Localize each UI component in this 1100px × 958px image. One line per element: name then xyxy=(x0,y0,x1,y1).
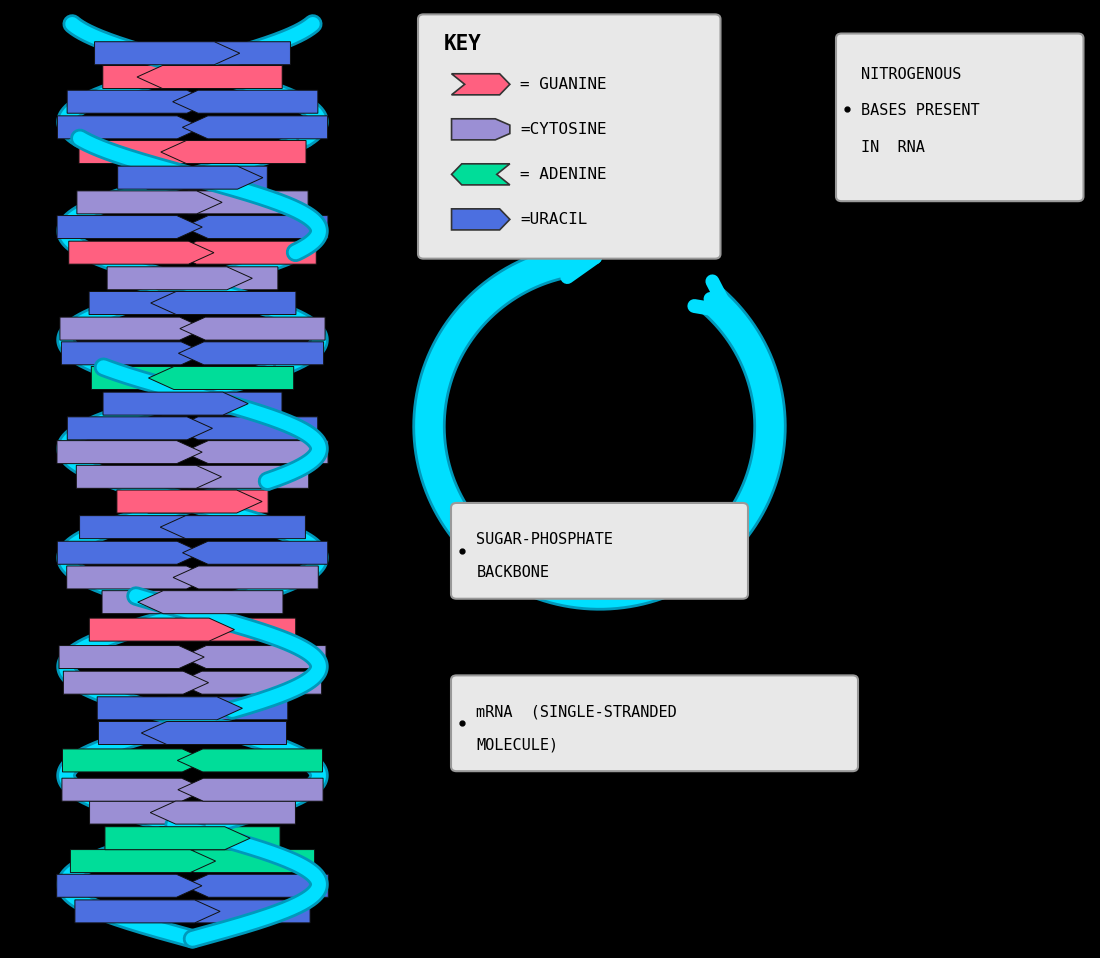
Polygon shape xyxy=(148,367,294,390)
Polygon shape xyxy=(169,850,315,873)
Polygon shape xyxy=(138,65,283,88)
Polygon shape xyxy=(178,342,323,365)
Polygon shape xyxy=(173,417,318,440)
Polygon shape xyxy=(97,696,242,719)
Polygon shape xyxy=(117,490,262,513)
Polygon shape xyxy=(67,90,212,113)
Polygon shape xyxy=(89,618,234,641)
Polygon shape xyxy=(183,116,328,139)
Polygon shape xyxy=(75,900,220,923)
Polygon shape xyxy=(180,646,326,669)
Polygon shape xyxy=(63,749,208,772)
Polygon shape xyxy=(102,65,248,88)
FancyBboxPatch shape xyxy=(451,675,858,771)
Polygon shape xyxy=(183,541,328,564)
Polygon shape xyxy=(183,441,328,464)
Polygon shape xyxy=(172,241,317,264)
Polygon shape xyxy=(165,900,310,923)
Polygon shape xyxy=(107,266,252,289)
Polygon shape xyxy=(451,74,510,95)
Text: =URACIL: =URACIL xyxy=(520,212,587,227)
Polygon shape xyxy=(67,417,212,440)
Polygon shape xyxy=(64,672,209,695)
Polygon shape xyxy=(104,827,250,850)
Polygon shape xyxy=(57,216,202,239)
FancyBboxPatch shape xyxy=(836,34,1084,201)
Polygon shape xyxy=(451,164,510,185)
Text: mRNA  (SINGLE-STRANDED: mRNA (SINGLE-STRANDED xyxy=(476,704,676,719)
Polygon shape xyxy=(451,119,510,140)
Polygon shape xyxy=(136,392,282,415)
Polygon shape xyxy=(177,749,322,772)
Polygon shape xyxy=(70,850,216,873)
Polygon shape xyxy=(183,875,328,898)
Text: NITROGENOUS: NITROGENOUS xyxy=(861,67,961,82)
Polygon shape xyxy=(176,672,321,695)
Polygon shape xyxy=(141,721,286,744)
Polygon shape xyxy=(59,646,205,669)
Polygon shape xyxy=(57,875,202,898)
Polygon shape xyxy=(138,591,283,614)
Polygon shape xyxy=(91,367,237,390)
Polygon shape xyxy=(89,291,234,314)
Polygon shape xyxy=(57,116,202,139)
Polygon shape xyxy=(118,166,263,189)
Text: = ADENINE: = ADENINE xyxy=(520,167,607,182)
Text: BASES PRESENT: BASES PRESENT xyxy=(861,103,980,119)
Polygon shape xyxy=(161,141,306,164)
Polygon shape xyxy=(67,566,212,589)
Text: BACKBONE: BACKBONE xyxy=(476,565,549,581)
Polygon shape xyxy=(183,216,328,239)
Polygon shape xyxy=(180,317,326,340)
Polygon shape xyxy=(89,801,234,824)
Polygon shape xyxy=(178,778,323,801)
Polygon shape xyxy=(163,191,308,214)
FancyBboxPatch shape xyxy=(451,503,748,599)
Polygon shape xyxy=(76,466,221,489)
Polygon shape xyxy=(79,515,224,538)
Polygon shape xyxy=(59,317,205,340)
Polygon shape xyxy=(95,42,240,65)
Polygon shape xyxy=(151,801,296,824)
Polygon shape xyxy=(135,827,280,850)
Text: MOLECULE): MOLECULE) xyxy=(476,738,559,753)
Polygon shape xyxy=(164,466,309,489)
Polygon shape xyxy=(57,441,202,464)
Polygon shape xyxy=(173,90,318,113)
Polygon shape xyxy=(77,191,222,214)
Polygon shape xyxy=(99,721,244,744)
FancyBboxPatch shape xyxy=(418,14,720,259)
Polygon shape xyxy=(79,141,224,164)
Polygon shape xyxy=(173,566,318,589)
Polygon shape xyxy=(62,342,207,365)
Polygon shape xyxy=(133,266,278,289)
Text: KEY: KEY xyxy=(443,34,481,55)
Polygon shape xyxy=(123,490,268,513)
Text: = GUANINE: = GUANINE xyxy=(520,77,607,92)
Polygon shape xyxy=(102,591,248,614)
Polygon shape xyxy=(57,541,202,564)
Polygon shape xyxy=(103,392,249,415)
Polygon shape xyxy=(62,778,207,801)
Polygon shape xyxy=(451,209,510,230)
Polygon shape xyxy=(122,166,267,189)
Text: IN  RNA: IN RNA xyxy=(861,140,925,155)
Text: =CYTOSINE: =CYTOSINE xyxy=(520,122,607,137)
Polygon shape xyxy=(68,241,213,264)
Polygon shape xyxy=(145,42,290,65)
Text: SUGAR-PHOSPHATE: SUGAR-PHOSPHATE xyxy=(476,532,613,547)
Polygon shape xyxy=(151,291,296,314)
Polygon shape xyxy=(161,515,306,538)
Polygon shape xyxy=(151,618,296,641)
Polygon shape xyxy=(143,696,288,719)
